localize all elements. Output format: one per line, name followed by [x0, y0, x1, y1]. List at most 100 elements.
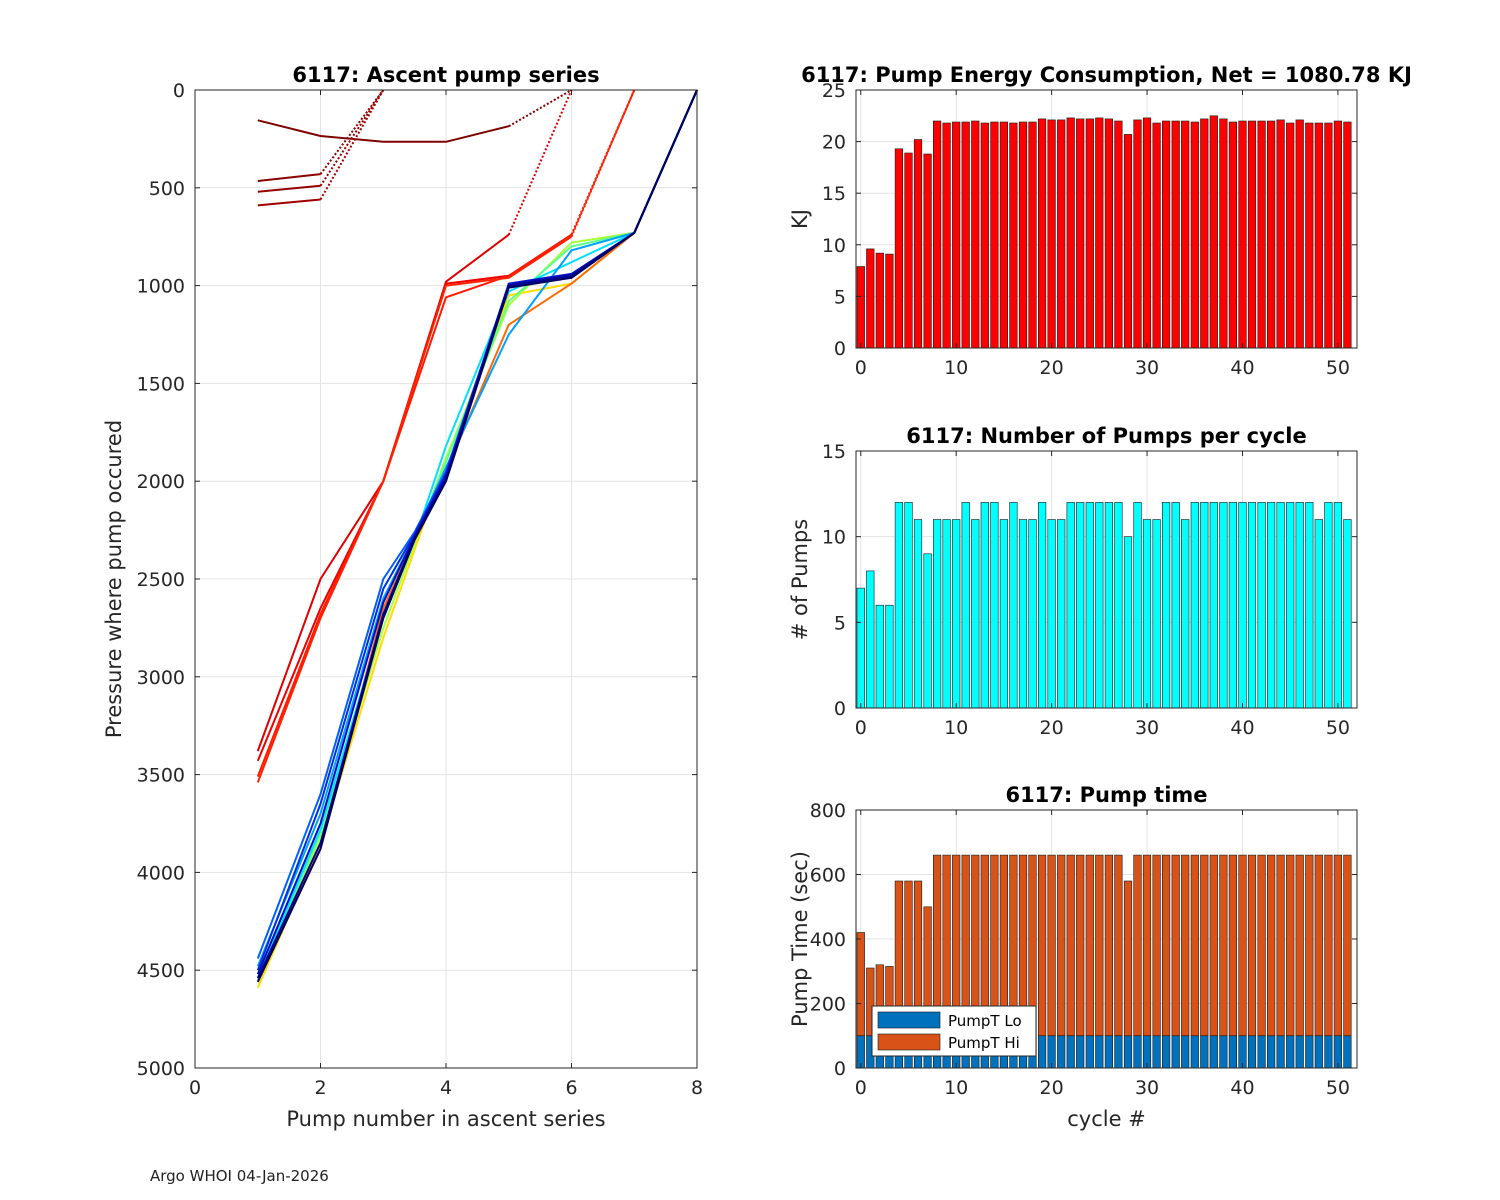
bar: [1305, 122, 1314, 349]
series-line: [257, 184, 321, 193]
bar: [1295, 119, 1304, 349]
x-tick-label: 50: [1326, 1077, 1350, 1099]
bar: [1152, 1035, 1161, 1069]
bar: [952, 519, 961, 709]
bar: [1152, 122, 1161, 349]
bar: [856, 266, 865, 349]
chart-title: 6117: Pump Energy Consumption, Net = 108…: [801, 63, 1412, 87]
bar: [1343, 1035, 1352, 1069]
bar: [942, 122, 951, 349]
bar: [1076, 118, 1085, 349]
x-tick-label: 30: [1135, 717, 1159, 739]
bar: [1171, 120, 1180, 349]
bar: [1190, 1035, 1199, 1069]
bar: [1171, 502, 1180, 709]
bar: [1057, 854, 1066, 1036]
bar: [1200, 1035, 1209, 1069]
bar: [1333, 120, 1342, 349]
bar: [980, 502, 989, 709]
bar: [1238, 120, 1247, 349]
bar: [1190, 502, 1199, 709]
bar: [1038, 1035, 1047, 1069]
bar: [1314, 519, 1323, 709]
y-tick-label: 3000: [137, 667, 185, 689]
x-tick-label: 30: [1135, 1077, 1159, 1099]
axes-frame-2: [855, 450, 1358, 709]
bar: [1228, 121, 1237, 349]
bar: [1076, 854, 1085, 1036]
bar: [1305, 1035, 1314, 1069]
bar: [1066, 1035, 1075, 1069]
bar: [1257, 1035, 1266, 1069]
legend-label: PumpT Hi: [948, 1034, 1020, 1052]
bar: [1324, 502, 1333, 709]
bar: [1133, 1035, 1142, 1069]
bar: [1314, 122, 1323, 349]
bar: [942, 519, 951, 709]
legend-swatch: [877, 1033, 941, 1051]
x-tick-label: 20: [1040, 717, 1064, 739]
series-dotted-line: [319, 89, 385, 175]
x-tick-label: 0: [855, 1077, 867, 1099]
y-tick-label: 0: [834, 698, 846, 720]
chart-title: 6117: Number of Pumps per cycle: [906, 424, 1306, 448]
bar: [1314, 1035, 1323, 1069]
bar: [1142, 519, 1152, 709]
bar: [1181, 519, 1190, 709]
series-line: [256, 89, 698, 967]
x-tick-label: 50: [1326, 357, 1350, 379]
bar: [1057, 519, 1066, 709]
y-tick-label: 2500: [137, 569, 185, 591]
bar: [961, 502, 970, 709]
bar: [1228, 1035, 1237, 1069]
bar: [990, 502, 999, 709]
bar: [1123, 536, 1133, 709]
bar: [1181, 120, 1190, 349]
x-tick-label: 40: [1230, 717, 1254, 739]
bar: [1104, 118, 1113, 349]
bar: [1324, 1035, 1333, 1069]
bar: [1190, 121, 1199, 349]
bar: [875, 604, 884, 709]
bar: [1171, 854, 1180, 1036]
bar: [1267, 854, 1276, 1036]
bar: [1133, 854, 1142, 1036]
bar: [1267, 502, 1276, 709]
bar: [1038, 118, 1047, 349]
bar: [1142, 117, 1152, 349]
y-tick-label: 4000: [137, 862, 185, 884]
bar: [1152, 854, 1161, 1036]
y-tick-label: 600: [810, 865, 846, 887]
bar: [1324, 122, 1333, 349]
x-tick-label: 0: [189, 1077, 201, 1099]
bar-group: [856, 115, 1352, 349]
bar: [1057, 119, 1066, 349]
bar: [1104, 502, 1113, 709]
bar: [1276, 502, 1285, 709]
bar: [971, 120, 980, 349]
bar: [1114, 120, 1123, 349]
bar: [1209, 1035, 1218, 1069]
bar: [1066, 502, 1075, 709]
x-tick-label: 10: [944, 1077, 968, 1099]
bar: [932, 120, 942, 349]
bar: [875, 252, 884, 349]
axes-frame-1: [855, 89, 1358, 349]
bar: [1247, 1035, 1257, 1069]
bar: [1305, 854, 1314, 1036]
x-tick-label: 50: [1326, 717, 1350, 739]
y-axis-label: # of Pumps: [788, 519, 812, 641]
bar: [1200, 118, 1209, 349]
bar: [1295, 854, 1304, 1036]
y-tick-label: 200: [810, 994, 846, 1016]
bar: [1038, 854, 1047, 1036]
bar: [1219, 118, 1228, 349]
bar: [1133, 502, 1142, 709]
bar: [1190, 854, 1199, 1036]
series-line: [256, 89, 698, 983]
bar: [1324, 854, 1333, 1036]
bar: [1257, 120, 1266, 349]
bar: [913, 139, 923, 349]
y-axis-label: Pressure where pump occured: [102, 420, 126, 738]
